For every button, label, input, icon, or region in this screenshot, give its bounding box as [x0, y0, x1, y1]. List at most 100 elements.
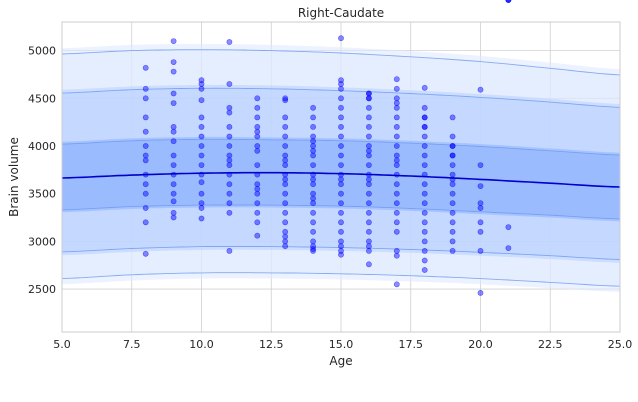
data-point: [254, 114, 261, 121]
data-point: [282, 228, 289, 235]
data-point: [393, 281, 400, 288]
data-point: [254, 190, 261, 197]
data-point: [170, 128, 177, 135]
data-point: [226, 247, 233, 254]
data-point: [365, 124, 372, 130]
data-point: [449, 143, 456, 149]
data-point: [282, 209, 289, 216]
data-point: [477, 162, 484, 168]
data-point: [393, 143, 400, 149]
band-outer-upper-margin: [62, 43, 620, 75]
data-point: [393, 157, 400, 164]
data-point: [505, 0, 512, 3]
data-point: [226, 104, 233, 111]
data-point: [421, 190, 428, 197]
data-point: [365, 247, 372, 254]
data-point: [421, 181, 428, 188]
data-point: [226, 162, 233, 168]
data-point: [365, 176, 372, 183]
data-point: [365, 219, 372, 226]
data-point: [226, 109, 233, 116]
data-point: [226, 181, 233, 188]
data-point: [393, 247, 400, 254]
data-point: [338, 228, 344, 235]
x-tick-label: 15.0: [329, 338, 354, 351]
data-point: [393, 228, 400, 235]
data-point: [254, 209, 261, 216]
data-point: [310, 219, 316, 226]
data-point: [477, 86, 484, 93]
data-point: [142, 190, 149, 197]
data-point: [170, 181, 177, 188]
data-point: [282, 114, 289, 121]
data-point: [421, 162, 428, 168]
data-point: [338, 162, 344, 168]
data-point: [393, 152, 400, 159]
data-point: [449, 209, 456, 216]
y-tick-label: 4500: [28, 92, 56, 105]
data-point: [421, 143, 428, 149]
data-point: [365, 90, 372, 97]
y-tick-label: 3500: [28, 188, 56, 201]
data-point: [170, 190, 177, 197]
data-point: [393, 190, 400, 197]
data-point: [310, 209, 316, 216]
data-point: [365, 181, 372, 188]
data-point: [282, 233, 289, 240]
data-point: [393, 85, 400, 92]
data-point: [282, 181, 289, 188]
data-point: [142, 64, 149, 71]
data-point: [365, 243, 372, 250]
data-point: [477, 289, 484, 296]
data-point: [142, 152, 149, 159]
data-point: [170, 138, 177, 145]
data-point: [310, 138, 316, 145]
data-point: [226, 209, 233, 216]
band-inner-upper-edge: [61, 138, 621, 156]
data-point: [170, 59, 177, 65]
data-point: [254, 128, 261, 135]
data-point: [198, 162, 205, 168]
data-point: [282, 162, 289, 168]
data-point: [198, 152, 205, 159]
band-middle-lower-margin: [62, 246, 620, 263]
data-point: [338, 152, 344, 159]
data-point: [338, 181, 344, 188]
data-point: [310, 176, 316, 183]
data-point: [421, 114, 428, 121]
data-point: [198, 114, 205, 121]
data-point: [310, 143, 316, 149]
data-point: [421, 104, 428, 111]
data-point: [393, 162, 400, 168]
data-point: [310, 246, 316, 252]
data-point: [142, 95, 149, 102]
data-point: [421, 124, 428, 130]
data-point: [254, 95, 261, 102]
data-point: [170, 214, 177, 221]
data-point: [393, 219, 400, 226]
data-point: [365, 133, 372, 140]
data-point: [365, 104, 372, 111]
data-point: [254, 133, 261, 140]
data-point: [338, 171, 344, 178]
data-point: [449, 200, 456, 207]
data-point: [170, 100, 177, 106]
data-point: [226, 200, 233, 207]
data-point: [393, 124, 400, 130]
y-tick-label: 2500: [28, 283, 56, 296]
data-point: [142, 143, 149, 149]
data-point: [338, 251, 344, 258]
data-point: [338, 95, 344, 102]
data-point: [365, 147, 372, 154]
x-axis-label: Age: [329, 354, 352, 368]
data-point: [393, 76, 400, 83]
data-point: [198, 215, 205, 222]
data-point: [338, 104, 344, 111]
data-point: [170, 209, 177, 216]
chart-title: Right-Caudate: [298, 6, 384, 20]
data-point: [338, 190, 344, 197]
data-point: [338, 133, 344, 140]
data-point: [282, 200, 289, 207]
data-point: [393, 104, 400, 111]
data-point: [449, 171, 456, 178]
